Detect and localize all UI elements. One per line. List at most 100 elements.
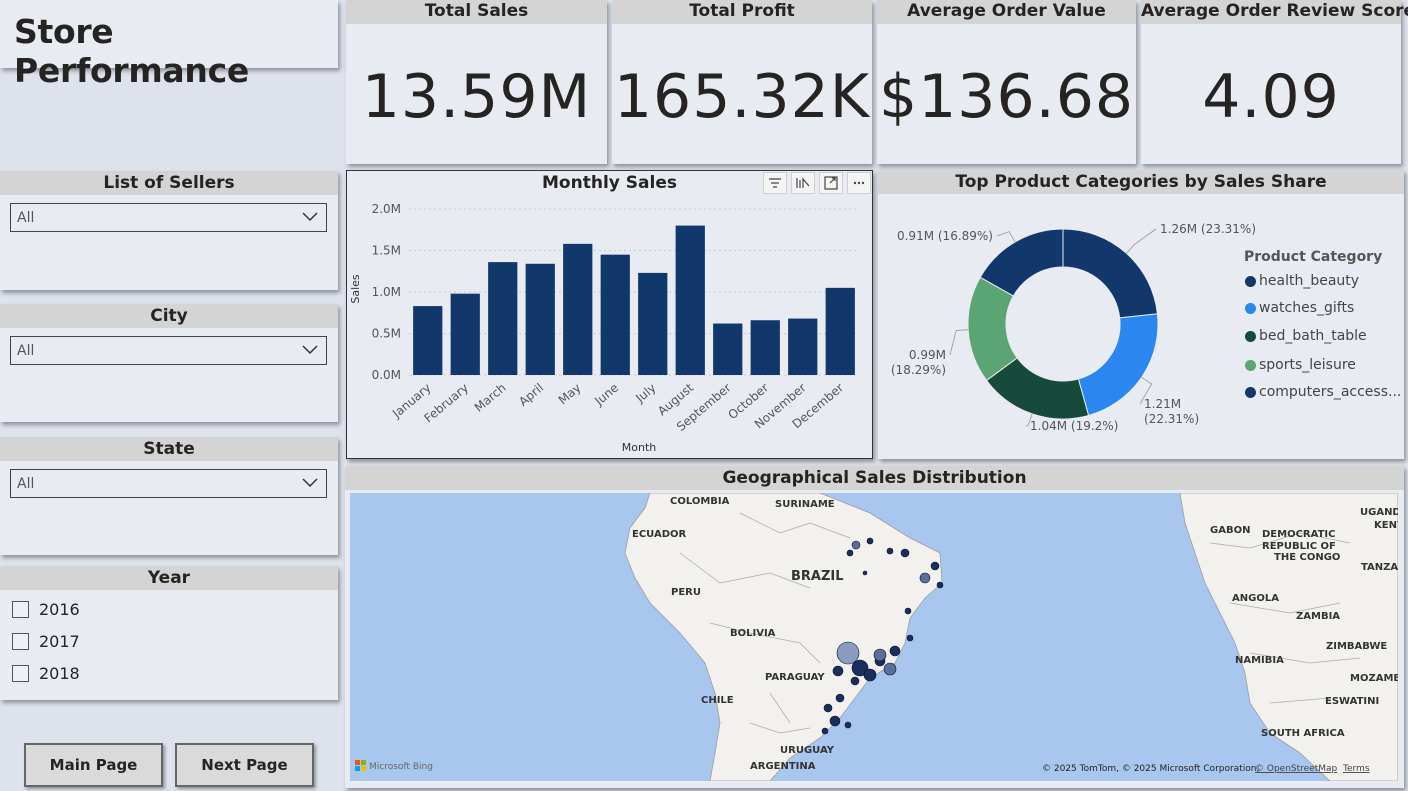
country-borders [1209,532,1361,704]
focus-mode-icon[interactable] [791,172,815,194]
next-page-button[interactable]: Next Page [175,743,314,787]
south-america-landmass [624,493,943,781]
legend-label: sports_leisure [1259,357,1356,373]
legend-label: bed_bath_table [1259,328,1367,344]
bar-march[interactable] [488,262,518,375]
map-label: ECUADOR [632,529,687,540]
checkbox[interactable] [12,600,29,618]
bar-august[interactable] [675,225,705,375]
map-label: ZIMBABWE [1326,641,1387,652]
map-label: DEMOCRATIC [1262,529,1335,540]
monthly-sales-chart[interactable]: Monthly Sales 0.0M 0.5M 1.0M 1.5M 2.0M Janua… [346,170,873,459]
bing-logo: Microsoft Bing [355,760,433,772]
bar-april[interactable] [525,263,555,375]
kpi-card-total-sales: Total Sales 13.59M [346,0,607,164]
legend-item[interactable]: health_beauty [1245,273,1359,289]
slicer-state: State All [0,437,338,555]
y-axis-label: Sales [349,274,362,304]
legend-swatch [1245,275,1256,287]
legend-swatch [1245,386,1256,398]
donut-slice-computers_access[interactable] [979,228,1064,297]
terms-link[interactable]: Terms [1342,764,1370,774]
year-option-2016[interactable]: 2016 [12,598,80,620]
slicer-year: Year 2016 2017 2018 [0,566,338,700]
expand-icon[interactable] [819,172,843,194]
donut-slices [967,228,1159,420]
y-tick-label: 1.0M [372,285,401,299]
page-title-tile: Store Performance [0,0,338,90]
legend-item[interactable]: sports_leisure [1245,357,1356,373]
checkbox[interactable] [12,632,29,650]
map-label: KENY [1374,520,1398,531]
map-label: PARAGUAY [765,672,825,683]
checkbox[interactable] [12,664,29,682]
y-tick-label: 1.5M [372,244,401,258]
year-option-2017[interactable]: 2017 [12,630,80,652]
leader-line [996,231,1016,243]
chevron-down-icon [302,212,318,222]
map-label: URUGUAY [780,745,835,756]
sellers-dropdown[interactable]: All [10,203,327,232]
legend-label: computers_access... [1259,384,1402,400]
map-label: MOZAMBIQU [1350,673,1398,684]
bar-december[interactable] [825,287,855,375]
donut-data-label: 0.99M (18.29%) [891,348,946,377]
chart-title: Top Product Categories by Sales Share [878,170,1404,194]
bar-october[interactable] [750,320,780,375]
donut-data-label: 1.21M (22.31%) [1144,397,1199,426]
legend-swatch [1245,330,1256,342]
main-page-button[interactable]: Main Page [24,743,163,787]
map-label: TANZANIA [1361,562,1398,573]
map-canvas[interactable]: COLOMBIA SURINAME ECUADOR BRAZIL PERU BO… [350,493,1398,781]
legend-label: watches_gifts [1259,300,1355,316]
bar-june[interactable] [600,254,630,375]
leader-line [1139,376,1153,405]
more-options-icon[interactable] [847,172,871,194]
donut-slice-health_beauty[interactable] [1062,228,1159,319]
chevron-down-icon [302,345,318,355]
country-borders [679,512,851,734]
chevron-down-icon [302,478,318,488]
kpi-card-average-review-score: Average Order Review Score 4.09 [1141,0,1408,164]
bar-may[interactable] [563,243,593,375]
slicer-city: City All [0,304,338,422]
map-label: ARGENTINA [750,761,816,772]
dropdown-value: All [17,476,35,492]
map-label: ESWATINI [1325,696,1379,707]
legend-item[interactable]: watches_gifts [1245,300,1354,316]
bar-november[interactable] [788,318,818,375]
map-label: COLOMBIA [670,496,730,507]
year-option-2018[interactable]: 2018 [12,662,80,684]
bar-september[interactable] [713,323,743,375]
dropdown-value: All [17,343,35,359]
y-tick-label: 0.5M [372,327,401,341]
map-title: Geographical Sales Distribution [345,466,1404,490]
city-dropdown[interactable]: All [10,336,327,365]
slicer-title: Year [0,566,338,590]
gridlines [409,208,859,376]
map-label: REPUBLIC OF [1262,541,1336,552]
state-dropdown[interactable]: All [10,469,327,498]
x-axis-label: Month [622,441,657,454]
legend-item[interactable]: computers_access... [1245,384,1401,400]
bar-july[interactable] [638,272,668,375]
legend-item[interactable]: bed_bath_table [1245,328,1367,344]
map-label: BOLIVIA [730,628,776,639]
map-label: ANGOLA [1232,593,1279,604]
map-label: NAMIBIA [1235,655,1284,666]
sales-dots [821,537,944,735]
map-label: PERU [671,587,701,598]
osm-link[interactable]: © OpenStreetMap [1255,764,1338,774]
map-label: UGANDA [1360,507,1398,518]
bar-february[interactable] [450,293,480,375]
donut-data-labels: 1.26M (23.31%) 1.21M (22.31%) 1.04M (19.2%)… [891,222,1256,433]
filter-icon[interactable] [763,172,787,194]
year-option-label: 2017 [39,631,80,651]
leader-line [949,329,969,356]
map-label: GABON [1210,525,1250,536]
bar-january[interactable] [413,306,443,375]
kpi-label: Total Sales [346,0,607,24]
kpi-value: 4.09 [1202,62,1340,132]
africa-landmass [1179,493,1398,781]
